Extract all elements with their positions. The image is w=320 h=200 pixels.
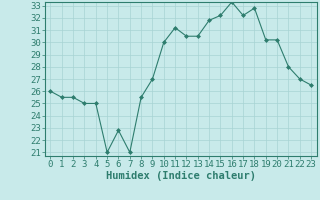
X-axis label: Humidex (Indice chaleur): Humidex (Indice chaleur) bbox=[106, 171, 256, 181]
